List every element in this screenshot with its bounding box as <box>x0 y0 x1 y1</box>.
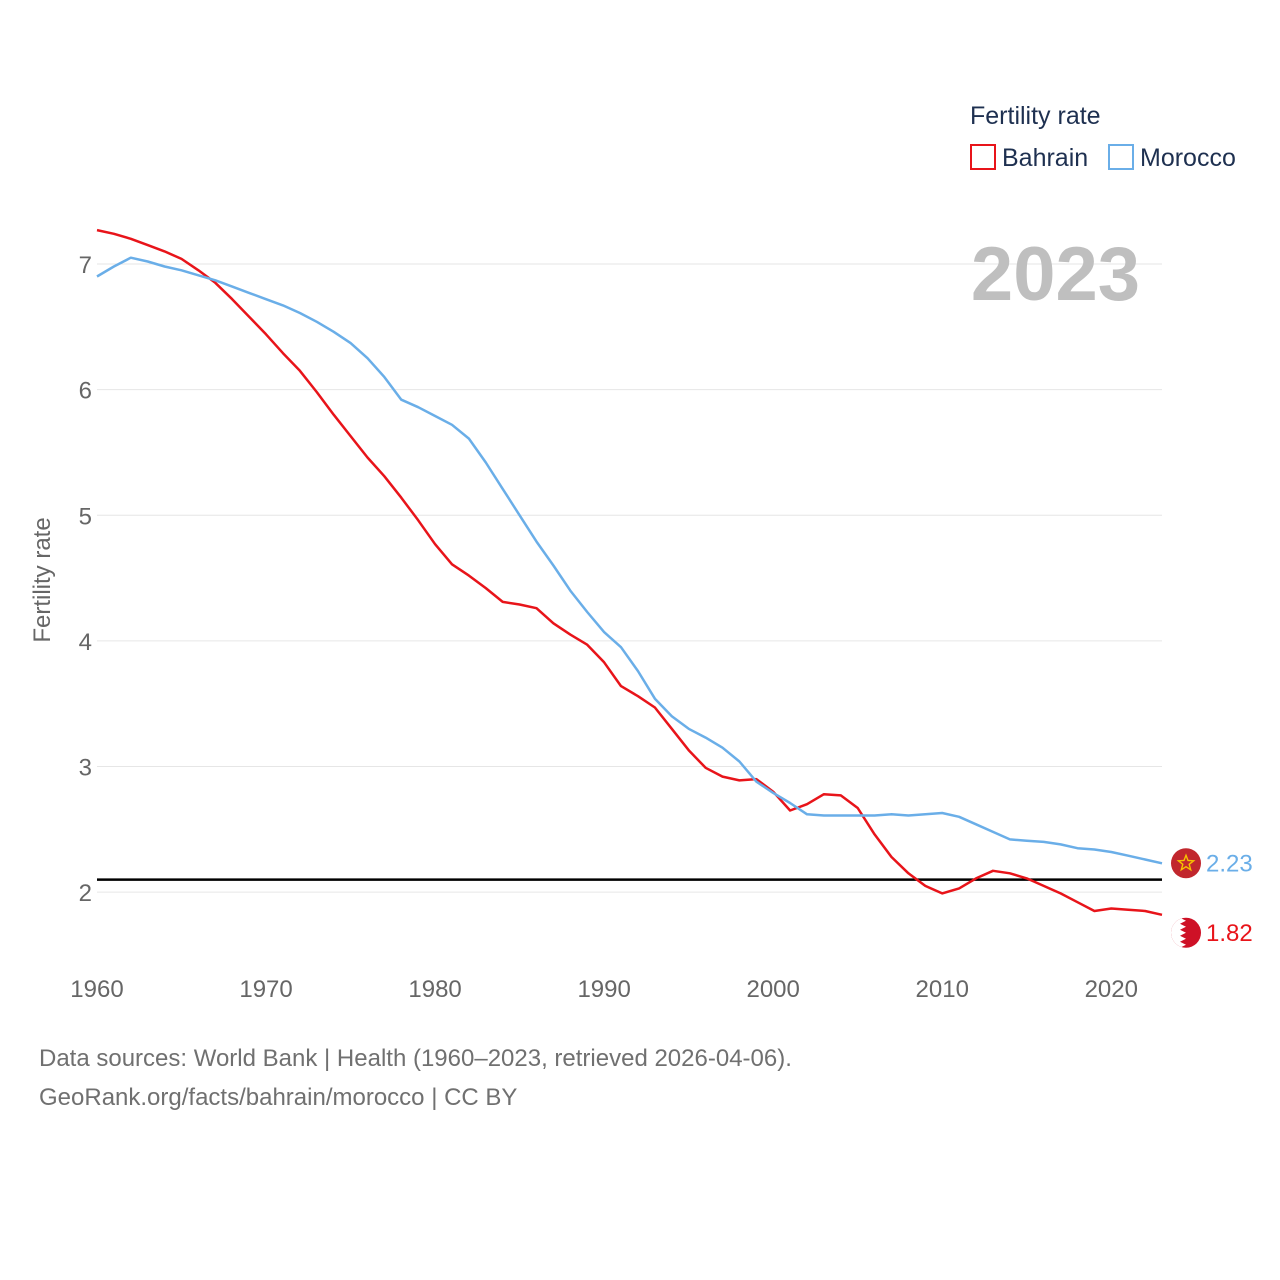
y-tick-label: 2 <box>79 880 92 907</box>
series-line-morocco[interactable] <box>96 256 1163 865</box>
x-tick-label: 1980 <box>408 976 461 1003</box>
y-tick-label: 7 <box>79 252 92 279</box>
legend-swatch-morocco <box>1108 144 1134 170</box>
grid <box>97 263 1162 893</box>
x-tick-label: 1960 <box>70 976 123 1003</box>
x-tick-label: 1970 <box>239 976 292 1003</box>
y-axis-ticks: 2 3 4 5 6 7 <box>79 252 92 907</box>
y-tick-label: 6 <box>79 378 92 405</box>
bahrain-serration <box>1171 917 1186 948</box>
footer-sources: Data sources: World Bank | Health (1960–… <box>39 1045 792 1072</box>
series-lines <box>96 228 1163 917</box>
legend: Fertility rate Bahrain Morocco <box>970 102 1236 172</box>
legend-item-bahrain[interactable]: Bahrain <box>970 144 1088 172</box>
end-marker-morocco: 2.23 <box>1171 848 1253 879</box>
x-tick-label: 1990 <box>577 976 630 1003</box>
legend-item-morocco[interactable]: Morocco <box>1108 144 1236 172</box>
x-tick-label: 2020 <box>1085 976 1138 1003</box>
morocco-star-icon <box>1176 853 1196 872</box>
end-markers: 1.82 2.23 <box>1171 848 1253 948</box>
footer-credit: GeoRank.org/facts/bahrain/morocco | CC B… <box>39 1084 518 1111</box>
legend-title: Fertility rate <box>970 102 1101 130</box>
y-tick-label: 5 <box>79 503 92 530</box>
legend-swatch-bahrain <box>970 144 996 170</box>
x-axis-ticks: 1960 1970 1980 1990 2000 2010 2020 <box>70 976 1138 1003</box>
x-tick-label: 2000 <box>746 976 799 1003</box>
end-value-morocco: 2.23 <box>1206 850 1253 877</box>
year-label: 2023 <box>971 232 1140 317</box>
y-tick-label: 3 <box>79 755 92 782</box>
x-tick-label: 2010 <box>916 976 969 1003</box>
y-axis-title: Fertility rate <box>29 517 56 642</box>
y-tick-label: 4 <box>79 629 92 656</box>
series-line-bahrain[interactable] <box>96 228 1163 917</box>
end-marker-bahrain: 1.82 <box>1171 917 1253 948</box>
morocco-flag-icon <box>1171 848 1201 879</box>
legend-label-bahrain: Bahrain <box>1002 144 1088 172</box>
legend-label-morocco: Morocco <box>1140 144 1236 172</box>
end-value-bahrain: 1.82 <box>1206 920 1253 947</box>
